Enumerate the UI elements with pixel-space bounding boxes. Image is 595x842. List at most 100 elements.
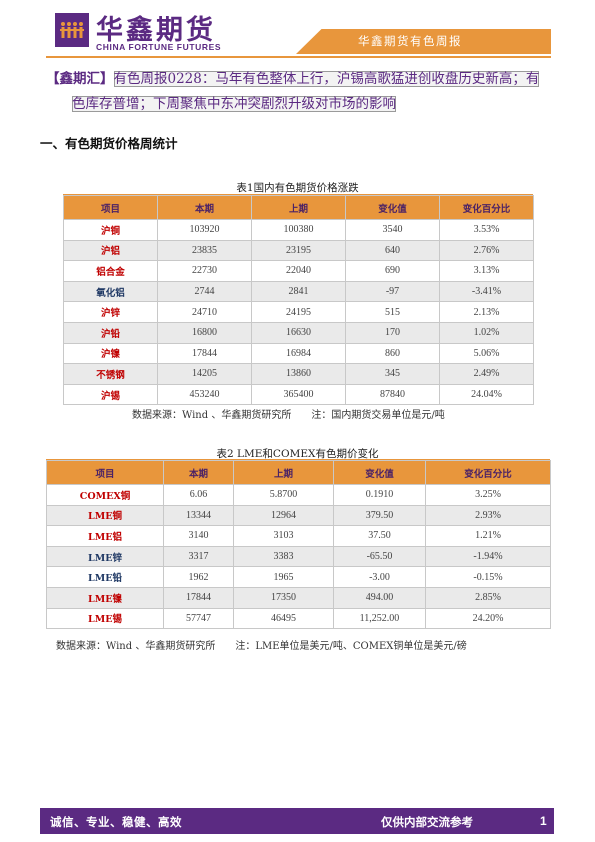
table-row: 沪锡 453240 365400 87840 24.04% [63, 383, 534, 406]
header-divider [46, 56, 551, 58]
table-row: 沪铜 103920 100380 3540 3.53% [63, 219, 534, 241]
table-row: 不锈钢 14205 13860 345 2.49% [63, 363, 534, 385]
table-row: 沪锌 24710 24195 515 2.13% [63, 301, 534, 323]
table2-header-row: 项目 本期 上期 变化值 变化百分比 [46, 460, 551, 485]
brand-name-en: CHINA FORTUNE FUTURES [96, 42, 222, 52]
item-cell: COMEX铜 [46, 484, 164, 506]
change-cell: 3540 [345, 219, 440, 241]
report-title-line1[interactable]: 有色周报0228：马年有色整体上行，沪锡高歌猛进创收盘历史新高；有 [113, 71, 540, 87]
table-row: LME镍 17844 17350 494.00 2.85% [46, 586, 551, 609]
previous-cell: 13860 [251, 363, 346, 385]
item-cell: LME铅 [46, 566, 164, 588]
percent-cell: 2.85% [425, 586, 551, 609]
table-row: LME铅 1962 1965 -3.00 -0.15% [46, 566, 551, 588]
item-cell: 沪铅 [63, 321, 158, 344]
change-cell: 170 [345, 321, 440, 344]
column-header: 项目 [46, 460, 164, 485]
table-row: LME铜 13344 12964 379.50 2.93% [46, 504, 551, 527]
previous-cell: 5.8700 [233, 484, 334, 506]
previous-cell: 17350 [233, 586, 334, 609]
table-row: 铝合金 22730 22040 690 3.13% [63, 260, 534, 282]
table2-international-prices: 项目 本期 上期 变化值 变化百分比 COMEX铜 6.06 5.8700 0.1910 3.2… [46, 460, 551, 630]
column-header: 变化百分比 [425, 460, 551, 485]
percent-cell: -3.41% [439, 280, 534, 303]
section-heading: 一、有色期货价格周统计 [40, 136, 178, 151]
table-row: 沪铝 23835 23195 640 2.76% [63, 239, 534, 262]
table1-header-row: 项目 本期 上期 变化值 变化百分比 [63, 195, 534, 220]
previous-cell: 23195 [251, 239, 346, 262]
previous-cell: 24195 [251, 301, 346, 323]
current-cell: 2744 [157, 280, 252, 303]
column-header: 变化百分比 [439, 195, 534, 220]
current-cell: 13344 [163, 504, 234, 527]
column-header: 变化值 [345, 195, 440, 220]
previous-cell: 16630 [251, 321, 346, 344]
previous-cell: 22040 [251, 260, 346, 282]
item-cell: LME锡 [46, 607, 164, 630]
table1-caption: 表1国内有色期货价格涨跌 [236, 182, 359, 194]
item-cell: LME铝 [46, 525, 164, 547]
change-cell: 0.1910 [333, 484, 426, 506]
item-cell: 氧化铝 [63, 280, 158, 303]
table-row: LME铝 3140 3103 37.50 1.21% [46, 525, 551, 547]
change-cell: 11,252.00 [333, 607, 426, 630]
item-cell: 沪锌 [63, 301, 158, 323]
column-header: 本期 [157, 195, 252, 220]
current-cell: 24710 [157, 301, 252, 323]
previous-cell: 12964 [233, 504, 334, 527]
percent-cell: 24.04% [439, 383, 534, 406]
current-cell: 17844 [157, 342, 252, 365]
table2-note: 数据来源：Wind 、华鑫期货研究所 注：LME单位是美元/吨、COMEX铜单位… [56, 641, 467, 652]
current-cell: 14205 [157, 363, 252, 385]
table-row: COMEX铜 6.06 5.8700 0.1910 3.25% [46, 484, 551, 506]
table-row: LME锌 3317 3383 -65.50 -1.94% [46, 545, 551, 568]
column-header: 本期 [163, 460, 234, 485]
change-cell: 515 [345, 301, 440, 323]
table1-note: 数据来源：Wind 、华鑫期货研究所 注：国内期货交易单位是元/吨 [132, 410, 445, 421]
percent-cell: 2.76% [439, 239, 534, 262]
item-cell: LME锌 [46, 545, 164, 568]
percent-cell: 2.93% [425, 504, 551, 527]
report-title-line2[interactable]: 色库存普增；下周聚焦中东冲突剧烈升级对市场的影响 [72, 96, 396, 112]
change-cell: 37.50 [333, 525, 426, 547]
percent-cell: 3.25% [425, 484, 551, 506]
previous-cell: 46495 [233, 607, 334, 630]
current-cell: 3140 [163, 525, 234, 547]
change-cell: 345 [345, 363, 440, 385]
company-logo-icon [55, 13, 89, 47]
percent-cell: 1.02% [439, 321, 534, 344]
column-header: 项目 [63, 195, 158, 220]
previous-cell: 2841 [251, 280, 346, 303]
previous-cell: 3103 [233, 525, 334, 547]
item-cell: 沪铜 [63, 219, 158, 241]
brand-name-cn: 华鑫期货 [96, 15, 216, 46]
previous-cell: 100380 [251, 219, 346, 241]
footer-motto: 诚信、专业、稳健、高效 [50, 815, 182, 829]
column-header: 变化值 [333, 460, 426, 485]
percent-cell: 2.13% [439, 301, 534, 323]
current-cell: 23835 [157, 239, 252, 262]
table-row: 沪铅 16800 16630 170 1.02% [63, 321, 534, 344]
current-cell: 17844 [163, 586, 234, 609]
current-cell: 16800 [157, 321, 252, 344]
change-cell: 640 [345, 239, 440, 262]
item-cell: 沪铝 [63, 239, 158, 262]
table-row: 氧化铝 2744 2841 -97 -3.41% [63, 280, 534, 303]
current-cell: 22730 [157, 260, 252, 282]
change-cell: 494.00 [333, 586, 426, 609]
column-header: 上期 [251, 195, 346, 220]
current-cell: 57747 [163, 607, 234, 630]
change-cell: 690 [345, 260, 440, 282]
current-cell: 103920 [157, 219, 252, 241]
item-cell: 铝合金 [63, 260, 158, 282]
percent-cell: 3.53% [439, 219, 534, 241]
previous-cell: 1965 [233, 566, 334, 588]
page-number: 1 [540, 814, 547, 828]
change-cell: -3.00 [333, 566, 426, 588]
change-cell: 860 [345, 342, 440, 365]
current-cell: 1962 [163, 566, 234, 588]
item-cell: 沪锡 [63, 383, 158, 406]
report-title: 【鑫期汇】有色周报0228：马年有色整体上行，沪锡高歌猛进创收盘历史新高；有 色… [46, 67, 558, 117]
footer-bar [40, 808, 554, 834]
percent-cell: 1.21% [425, 525, 551, 547]
